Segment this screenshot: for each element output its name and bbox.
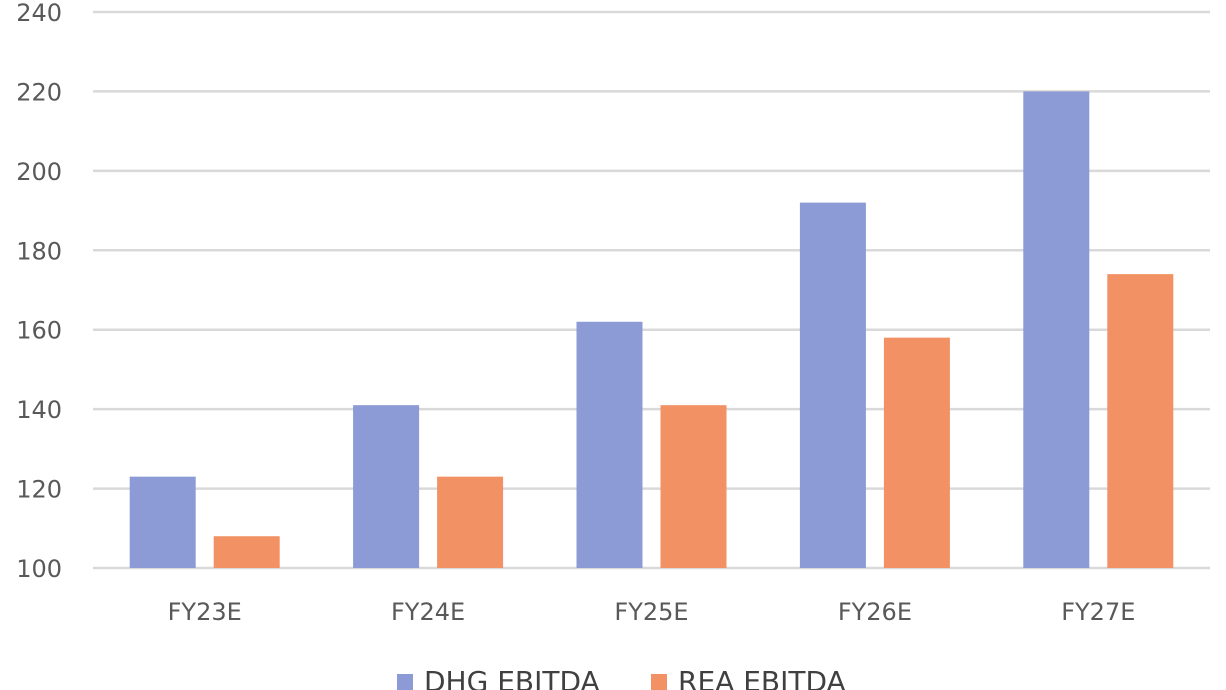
bar-rea-fy23e — [213, 536, 280, 568]
bar-dhg-fy24e — [353, 405, 420, 568]
bar-rea-fy27e — [1107, 274, 1174, 568]
x-tick-label: FY27E — [1061, 598, 1135, 626]
bar-rea-fy25e — [660, 405, 727, 568]
y-tick-label: 240 — [16, 0, 62, 27]
bar-dhg-fy23e — [129, 476, 196, 568]
bars — [129, 91, 1174, 568]
y-tick-label: 120 — [16, 476, 62, 504]
legend-label-rea: REA EBITDA — [678, 665, 846, 690]
legend: DHG EBITDA REA EBITDA — [397, 665, 846, 690]
x-tick-label: FY24E — [391, 598, 465, 626]
bar-dhg-fy27e — [1023, 91, 1090, 568]
y-tick-label: 180 — [16, 237, 62, 265]
x-tick-label: FY25E — [614, 598, 688, 626]
bar-rea-fy26e — [883, 337, 950, 568]
y-tick-label: 160 — [16, 317, 62, 345]
legend-label-dhg: DHG EBITDA — [424, 665, 600, 690]
y-tick-label: 220 — [16, 78, 62, 106]
gridlines — [93, 10, 1210, 570]
x-axis-tick-labels: FY23E FY24E FY25E FY26E FY27E — [168, 598, 1136, 626]
bar-rea-fy24e — [437, 476, 504, 568]
legend-swatch-dhg — [397, 674, 413, 690]
x-tick-label: FY26E — [838, 598, 912, 626]
y-axis-tick-labels: 100 120 140 160 180 200 220 240 — [16, 0, 62, 583]
bar-dhg-fy26e — [799, 202, 866, 568]
legend-swatch-rea — [651, 674, 667, 690]
y-tick-label: 200 — [16, 158, 62, 186]
bar-dhg-fy25e — [576, 321, 643, 568]
y-tick-label: 100 — [16, 555, 62, 583]
y-tick-label: 140 — [16, 396, 62, 424]
x-tick-label: FY23E — [168, 598, 242, 626]
